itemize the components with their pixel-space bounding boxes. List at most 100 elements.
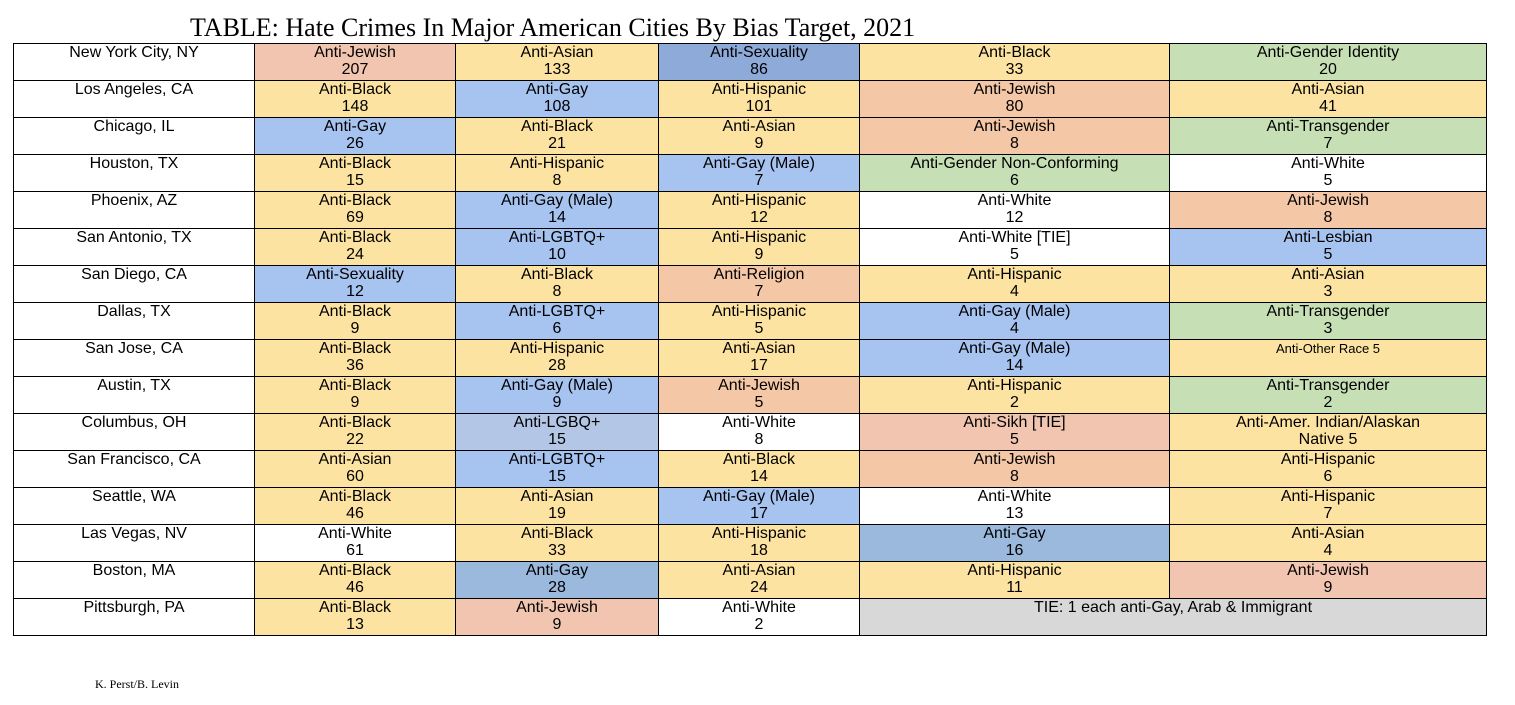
bias-count: 46 (346, 579, 364, 596)
bias-count: 3 (1323, 320, 1333, 337)
bias-count: 13 (1005, 505, 1024, 522)
bias-label: Anti-Hispanic (509, 155, 605, 172)
bias-label: Anti-Gay (Male) (958, 303, 1071, 320)
city-name: Austin, TX (13, 376, 255, 414)
bias-label: Anti-White (977, 192, 1052, 209)
bias-count: 12 (1005, 209, 1024, 226)
bias-count: 16 (1005, 542, 1024, 559)
bias-cell: Anti-LGBTQ+ 6 (455, 302, 659, 340)
bias-label: Anti-Asian (520, 44, 594, 61)
bias-count: 8 (1010, 468, 1019, 485)
table-row: San Antonio, TX Anti-Black 24 Anti-LGBTQ+ 10… (13, 228, 1487, 266)
bias-count: 9 (350, 320, 360, 337)
bias-count: 12 (346, 283, 364, 300)
bias-count: 33 (548, 542, 566, 559)
bias-label: Anti-Hispanic (1280, 451, 1376, 468)
bias-cell: Anti-Black 9 (254, 376, 456, 414)
bias-count: 14 (548, 209, 566, 226)
bias-label: Anti-Gay (Male) (500, 377, 614, 394)
bias-label: Anti-Asian (722, 340, 796, 357)
bias-label: Anti-White (722, 414, 796, 431)
bias-cell: Anti-Asian 19 (455, 487, 659, 525)
bias-count: 41 (1319, 98, 1337, 115)
bias-label: Anti-Jewish (718, 377, 800, 394)
table-row: Chicago, IL Anti-Gay 26 Anti-Black 21 Anti-As… (13, 117, 1487, 155)
table-title: TABLE: Hate Crimes In Major American Cit… (190, 13, 916, 42)
bias-cell: Anti-Transgender 3 (1169, 302, 1487, 340)
bias-count: 9 (754, 246, 764, 263)
bias-label: Anti-Black (318, 81, 392, 98)
bias-label: Anti-Sexuality (306, 266, 404, 283)
bias-count: 9 (552, 616, 562, 633)
bias-label: Anti-Gay (Male) (702, 155, 816, 172)
bias-count: 9 (552, 394, 562, 411)
bias-cell: Anti-Jewish 5 (658, 376, 860, 414)
bias-cell: Anti-Hispanic 5 (658, 302, 860, 340)
bias-label: Anti-Sexuality (710, 44, 808, 61)
city-name: Boston, MA (13, 561, 255, 599)
credit-line: K. Perst/B. Levin (95, 677, 179, 691)
bias-label: Anti-White (977, 488, 1052, 505)
bias-label: Anti-LGBTQ+ (508, 303, 606, 320)
bias-label: Anti-Black (318, 488, 392, 505)
bias-label: Anti-Black (318, 599, 392, 616)
bias-label: Anti-Jewish (516, 599, 598, 616)
hate-crimes-table: New York City, NY Anti-Jewish 207 Anti-Asia… (13, 43, 1487, 636)
bias-label: Anti-LGBQ+ (513, 414, 601, 431)
bias-count: 4 (1010, 283, 1019, 300)
bias-count: 7 (1323, 505, 1333, 522)
bias-label: Anti-Black (318, 155, 392, 172)
bias-cell: Anti-Black 33 (455, 524, 659, 562)
bias-label: Anti-White (318, 525, 392, 542)
table-row: Los Angeles, CA Anti-Black 148 Anti-Gay 108 A… (13, 80, 1487, 118)
bias-count: 6 (1010, 172, 1019, 189)
bias-count: 108 (543, 98, 571, 115)
bias-count: 5 (1010, 246, 1019, 263)
bias-cell: Anti-Hispanic 2 (859, 376, 1170, 414)
bias-cell: Anti-Asian 60 (254, 450, 456, 488)
bias-cell: Anti-Hispanic 4 (859, 265, 1170, 303)
bias-cell: Anti-Black 13 (254, 598, 456, 636)
bias-cell: Anti-Religion 7 (658, 265, 860, 303)
bias-label: Anti-Transgender (1266, 303, 1390, 320)
bias-cell: Anti-Gender Non-Conforming 6 (859, 154, 1170, 192)
bias-cell: Anti-Black 148 (254, 80, 456, 118)
bias-count: 15 (548, 431, 566, 448)
bias-count: 11 (1006, 579, 1023, 596)
bias-count: 133 (543, 61, 571, 78)
bias-cell: Anti-Black 36 (254, 339, 456, 377)
bias-label: TIE: 1 each anti-Gay, Arab & Immigrant (1033, 599, 1313, 616)
bias-label: Anti-Gay (Male) (958, 340, 1071, 357)
bias-cell: Anti-Gay (Male) 17 (658, 487, 860, 525)
bias-label: Anti-LGBTQ+ (508, 451, 606, 468)
table-row: Austin, TX Anti-Black 9 Anti-Gay (Male) 9 Ant… (13, 376, 1487, 414)
bias-count: 2 (1010, 394, 1019, 411)
bias-label: Anti-Transgender (1266, 118, 1390, 135)
bias-count: 14 (1005, 357, 1024, 374)
bias-label: Anti-Black (520, 266, 594, 283)
table-row: Seattle, WA Anti-Black 46 Anti-Asian 19 Anti-… (13, 487, 1487, 525)
bias-count: 69 (346, 209, 364, 226)
bias-label: Anti-Black (318, 377, 392, 394)
bias-cell: Anti-Asian 41 (1169, 80, 1487, 118)
bias-count: 24 (750, 579, 768, 596)
bias-label: Anti-Black (978, 44, 1051, 61)
bias-label: Anti-Asian (520, 488, 594, 505)
bias-cell: Anti-Black 24 (254, 228, 456, 266)
bias-label: Anti-Black (318, 414, 392, 431)
bias-cell: Anti-White 13 (859, 487, 1170, 525)
bias-label: Anti-Gay (525, 562, 589, 579)
bias-cell: Anti-Sexuality 12 (254, 265, 456, 303)
bias-count: 2 (1323, 394, 1333, 411)
bias-count: 5 (754, 320, 764, 337)
bias-label: Anti-Hispanic (967, 562, 1062, 579)
bias-label: Anti-Jewish (314, 44, 396, 61)
bias-cell: Anti-White 5 (1169, 154, 1487, 192)
bias-label: Anti-Religion (713, 266, 805, 283)
bias-label: Anti-Hispanic (711, 525, 807, 542)
bias-label: Anti-Black (520, 118, 594, 135)
bias-label: Anti-Hispanic (711, 192, 807, 209)
bias-count: 12 (750, 209, 768, 226)
bias-count: 9 (1323, 579, 1333, 596)
city-name: Dallas, TX (13, 302, 255, 340)
